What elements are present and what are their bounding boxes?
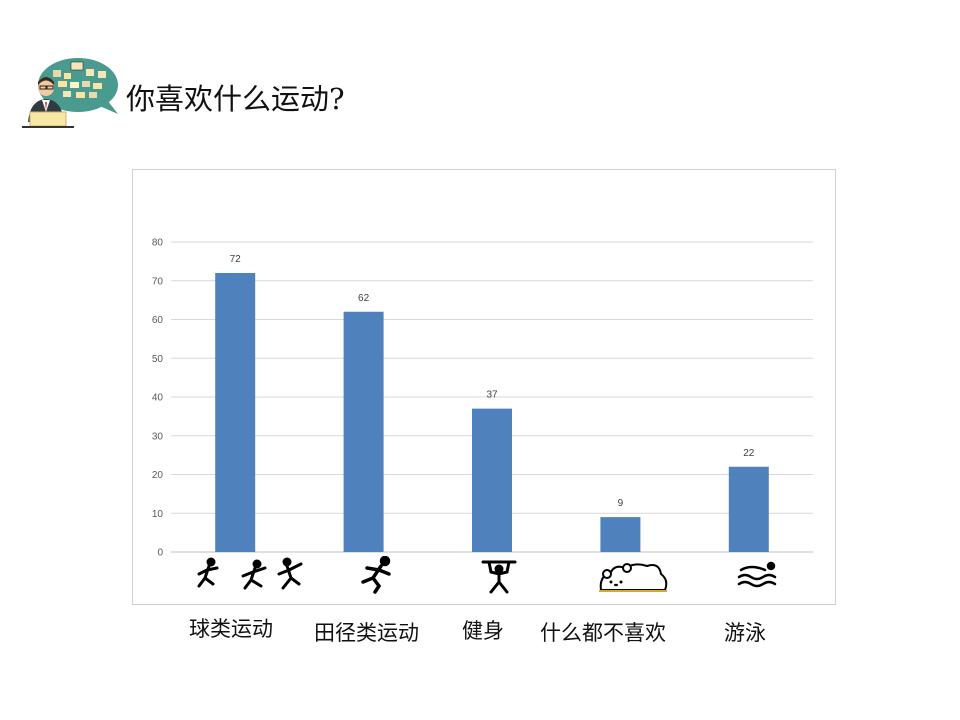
category-label-track-field: 田径类运动 bbox=[314, 621, 419, 645]
y-tick-label: 60 bbox=[152, 315, 164, 326]
y-tick-label: 10 bbox=[152, 509, 164, 520]
page-title: 你喜欢什么运动? bbox=[126, 82, 345, 116]
category-label-swimming: 游泳 bbox=[724, 621, 766, 645]
swimming-icon bbox=[737, 561, 777, 588]
y-tick-label: 0 bbox=[157, 548, 163, 559]
bar bbox=[215, 273, 256, 552]
category-label-ball-sports: 球类运动 bbox=[189, 617, 273, 641]
ball-sports-icons bbox=[197, 557, 303, 590]
y-tick-label: 40 bbox=[152, 393, 164, 404]
chart-area: 0 10 20 30 40 50 60 70 80 72 62 37 9 22 bbox=[132, 169, 836, 605]
bar bbox=[600, 517, 641, 552]
category-label-fitness: 健身 bbox=[462, 619, 504, 643]
data-label: 22 bbox=[743, 448, 755, 459]
data-label: 37 bbox=[486, 390, 498, 401]
bar bbox=[343, 311, 384, 552]
teacher-icon bbox=[22, 58, 118, 128]
y-tick-label: 20 bbox=[152, 470, 164, 481]
category-label-none: 什么都不喜欢 bbox=[540, 621, 666, 645]
data-label: 62 bbox=[358, 293, 370, 304]
data-label: 72 bbox=[230, 254, 242, 265]
sleeping-bear-icon bbox=[599, 563, 668, 592]
y-tick-label: 80 bbox=[152, 238, 164, 249]
weightlifting-icon bbox=[481, 560, 517, 594]
running-icon bbox=[361, 556, 391, 594]
bar bbox=[472, 408, 512, 552]
y-tick-label: 50 bbox=[152, 354, 164, 365]
y-tick-label: 30 bbox=[152, 431, 164, 442]
y-tick-label: 70 bbox=[152, 276, 164, 287]
bar-chart: 0 10 20 30 40 50 60 70 80 72 62 37 9 22 bbox=[152, 238, 813, 559]
data-label: 9 bbox=[618, 498, 624, 509]
bar bbox=[728, 466, 769, 552]
